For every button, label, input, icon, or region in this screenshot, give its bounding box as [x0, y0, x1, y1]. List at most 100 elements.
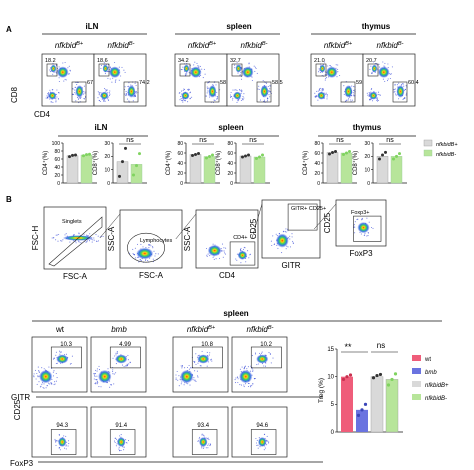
cd4-cd8-flow-plot: 18.6 74.2	[93, 53, 150, 107]
foxp3-cd25-flow-plot: 94.6	[231, 406, 288, 458]
data-point	[398, 152, 401, 156]
legend-label-bplus: nfkbidB+	[436, 142, 458, 148]
y-axis-label: CD4⁺(%)	[165, 151, 172, 176]
gating-plot: Lymphocytes FSC-A SSC-A	[107, 209, 183, 280]
foxp3-gate-value: 94.3	[56, 423, 68, 429]
data-point	[191, 154, 194, 157]
group-title-thymus: thymus	[362, 22, 391, 31]
y-tick-label: 30	[104, 141, 110, 147]
genotype-label: nfkbidB+	[55, 41, 84, 50]
legend-label-bminus-b: nfkbidB-	[425, 396, 447, 402]
bar	[370, 376, 384, 433]
bar-group-title-spleen: spleen	[218, 123, 243, 132]
data-point	[348, 373, 353, 377]
y-tick-label: 100	[52, 141, 61, 147]
gating-plot: CD4+ CD4 SSC-A	[183, 209, 259, 280]
y-tick-label: 0	[317, 181, 320, 187]
bar	[356, 409, 368, 432]
significance-label: **	[344, 342, 352, 352]
data-point	[241, 155, 244, 159]
data-point	[74, 153, 77, 157]
axis-label-gitr: GITR	[11, 393, 30, 402]
data-point	[194, 153, 197, 156]
bar	[253, 156, 266, 184]
gate-value-cd4: 58.7	[220, 80, 231, 86]
gate-label: Singlets	[62, 219, 82, 225]
panel-a-label: A	[6, 25, 12, 34]
legend-label-bplus-b: nfkbidB+	[425, 383, 449, 389]
bar	[326, 152, 339, 184]
y-tick-label: 80	[227, 141, 233, 147]
data-point	[371, 376, 376, 380]
gating-y-label: SSC-A	[183, 226, 192, 251]
data-point	[342, 153, 345, 156]
y-tick-label: 40	[314, 161, 320, 167]
foxp3-cd25-flow-plot: 91.4	[90, 406, 147, 458]
gate-value-cd4: 58.5	[272, 80, 283, 86]
legend-swatch-bplus	[423, 139, 433, 147]
gating-y-label: CD25	[249, 218, 258, 239]
significance-label: ns	[199, 137, 207, 144]
legend-label-wt: wt	[424, 357, 431, 363]
panel-b-label: B	[6, 195, 12, 204]
significance-label: ns	[249, 137, 257, 144]
gate-label: CD4+	[233, 235, 247, 241]
y-tick-label: 60	[314, 151, 320, 157]
column-label: wt	[55, 325, 65, 334]
gitr-cd25-flow-plot: 10.2	[231, 336, 288, 393]
bar	[376, 156, 389, 184]
genotype-label: nfkbidB+	[324, 41, 353, 50]
y-tick-label: 60	[227, 151, 233, 157]
y-tick-label: 0	[180, 181, 183, 187]
gating-x-label: FoxP3	[349, 249, 373, 258]
data-point	[118, 174, 121, 178]
data-point	[331, 151, 334, 154]
y-tick-label: 20	[104, 154, 110, 160]
data-point	[348, 150, 351, 153]
gate-value-cd8: 34.2	[178, 58, 189, 64]
foxp3-cd25-flow-plot: 94.3	[31, 406, 88, 458]
y-axis-label: CD4⁺(%)	[302, 151, 309, 176]
bar-chart-thymus: 0 10 20 30 CD8⁺(%) ns	[352, 137, 407, 187]
genotype-labels: nfkbidB+ nfkbidB-nfkbidB+ nfkbidB-nfkbidB+…	[55, 41, 404, 50]
foxp3-gate-value: 91.4	[115, 423, 127, 429]
cd4-cd8-flow-plot: 32.7 58.5	[226, 53, 283, 107]
gate-value-cd4: 59.8	[356, 80, 367, 86]
y-tick-label: 0	[331, 430, 335, 436]
data-point	[138, 152, 141, 156]
data-point	[393, 372, 398, 376]
treg-gate-value: 10.3	[60, 342, 72, 348]
significance-label: ns	[336, 137, 344, 144]
data-point	[211, 153, 214, 157]
y-axis-label: CD8⁺(%)	[215, 151, 222, 176]
data-point	[121, 160, 124, 164]
bar	[239, 155, 252, 184]
genotype-label: nfkbidB-	[377, 41, 404, 50]
gating-plot: Singlets FSC-A FSC-H	[31, 206, 107, 281]
y-axis-label: CD8⁺(%)	[92, 151, 99, 176]
bar	[341, 376, 353, 432]
genotype-label: nfkbidB-	[108, 41, 135, 50]
y-tick-label: 0	[57, 181, 60, 187]
axis-label-cd25: CD25	[13, 399, 22, 420]
data-point	[88, 152, 91, 156]
data-point	[381, 153, 384, 157]
group-title-spleen: spleen	[226, 22, 251, 31]
data-point	[392, 157, 395, 161]
y-tick-label: 20	[177, 171, 183, 177]
y-tick-label: 80	[177, 141, 183, 147]
group-title-iln: iLN	[86, 22, 99, 31]
data-point	[124, 146, 127, 150]
data-point	[384, 150, 387, 154]
foxp3-gate-value: 93.4	[197, 423, 209, 429]
y-tick-label: 0	[107, 181, 110, 187]
data-point	[378, 372, 383, 377]
legend-swatch-bmb	[412, 368, 421, 374]
y-tick-label: 10	[327, 374, 334, 380]
gate-label: Foxp3+	[351, 210, 370, 216]
column-label: nfkbidB-	[247, 325, 274, 334]
gating-x-label: FSC-A	[139, 271, 164, 280]
gating-y-label: FSC-H	[31, 226, 40, 251]
data-point	[328, 152, 331, 156]
gating-x-label: GITR	[281, 261, 300, 270]
